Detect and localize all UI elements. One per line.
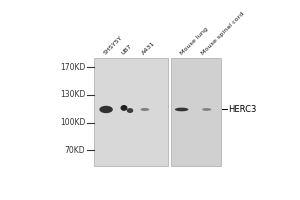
Text: 170KD: 170KD bbox=[60, 63, 85, 72]
Text: 70KD: 70KD bbox=[64, 146, 85, 155]
Text: U87: U87 bbox=[121, 43, 134, 56]
Ellipse shape bbox=[202, 108, 212, 111]
Text: A431: A431 bbox=[142, 40, 157, 56]
Bar bbox=[171, 58, 221, 166]
Text: HERC3: HERC3 bbox=[228, 105, 256, 114]
Ellipse shape bbox=[175, 108, 188, 111]
Bar bbox=[94, 58, 168, 166]
Ellipse shape bbox=[121, 105, 128, 111]
Text: 130KD: 130KD bbox=[60, 90, 85, 99]
Text: Mouse lung: Mouse lung bbox=[179, 26, 209, 56]
Ellipse shape bbox=[99, 106, 113, 113]
Text: Mouse spinal cord: Mouse spinal cord bbox=[201, 11, 246, 56]
Ellipse shape bbox=[140, 108, 149, 111]
Text: SHSY5Y: SHSY5Y bbox=[103, 35, 123, 56]
Ellipse shape bbox=[127, 108, 133, 113]
Text: 100KD: 100KD bbox=[60, 118, 85, 127]
